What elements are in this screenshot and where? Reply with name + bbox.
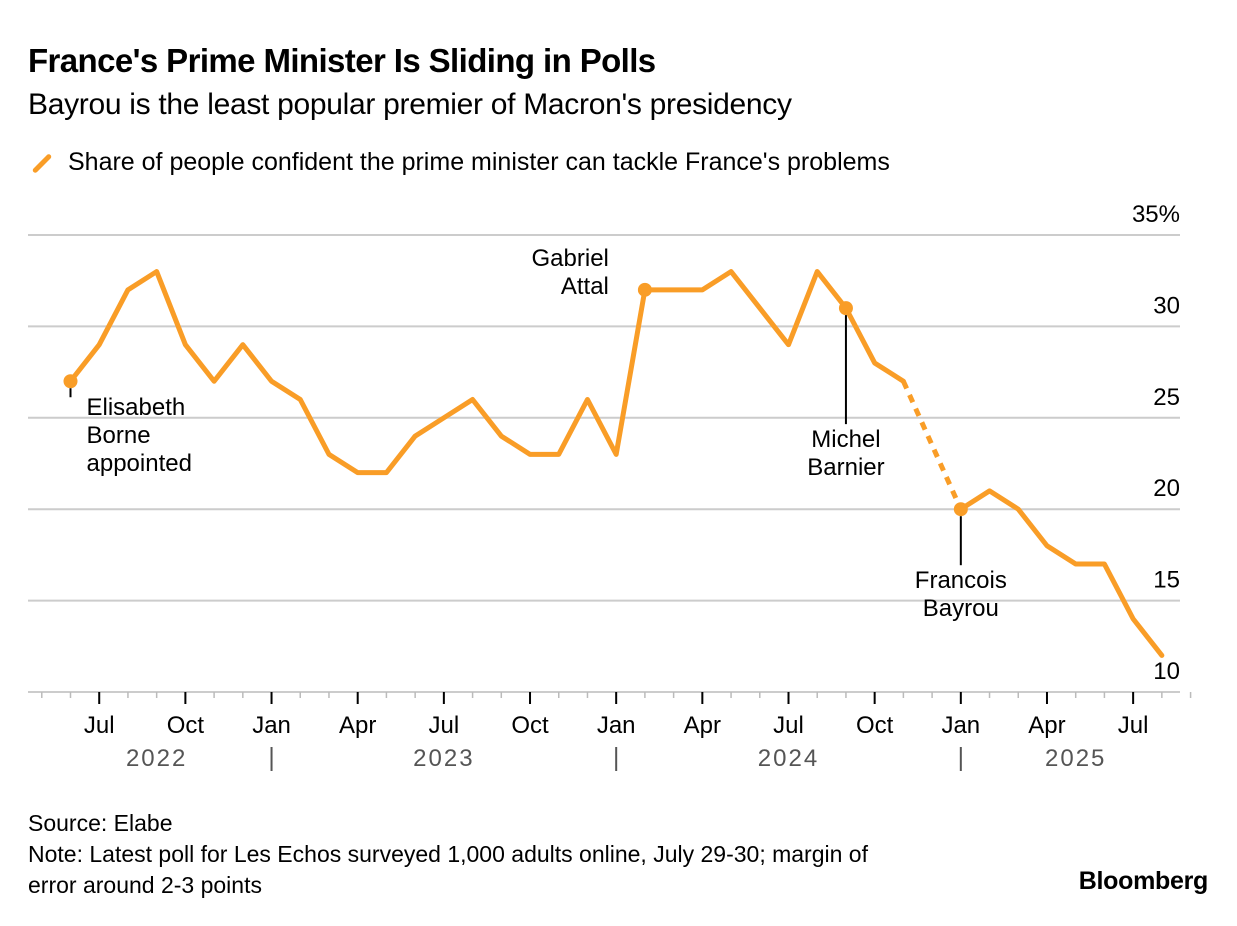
chart-subtitle: Bayrou is the least popular premier of M… [28,88,792,121]
y-tick-label: 10 [1153,658,1180,685]
y-tick-label: 25 [1153,384,1180,411]
x-tick-label: Jul [773,712,804,739]
y-tick-label: 20 [1153,475,1180,502]
chart-title: France's Prime Minister Is Sliding in Po… [28,42,656,79]
annotation-label: Michel [811,426,880,453]
legend-label: Share of people confident the prime mini… [68,148,890,176]
legend: Share of people confident the prime mini… [28,148,890,177]
note-line-2: error around 2-3 points [28,872,262,898]
annotation-marker [838,301,853,316]
annotation-label: Gabriel [532,245,609,272]
series-dashed-gap [901,380,964,511]
x-tick-label: Jul [1118,712,1149,739]
annotation-marker [953,502,968,517]
x-tick-label: Oct [167,712,205,739]
x-year-label: 2023 [413,745,474,772]
annotation-label: Elisabeth [87,394,186,421]
x-tick-label: Apr [684,712,721,739]
annotation-label: Bayrou [923,595,999,622]
annotation-label: Borne [87,422,151,449]
x-tick-label: Jul [84,712,115,739]
annotation-label: Francois [915,567,1007,594]
x-tick-label: Oct [856,712,894,739]
series-line [68,269,906,476]
annotation-label: Attal [561,273,609,300]
x-year-label: 2025 [1045,745,1106,772]
x-tick-label: Apr [1028,712,1065,739]
annotation-marker [637,282,652,297]
x-tick-label: Jan [941,712,980,739]
y-tick-label: 15 [1153,567,1180,594]
x-tick-label: Jul [429,712,460,739]
annotation-label: appointed [87,450,192,477]
note-line-1: Note: Latest poll for Les Echos surveyed… [28,841,868,867]
x-tick-label: Jan [597,712,636,739]
x-tick-label: Oct [511,712,549,739]
annotation-label: Barnier [807,454,884,481]
source-note: Source: Elabe [28,810,173,836]
annotation-marker [63,374,78,389]
y-tick-label: 35% [1132,201,1180,228]
footer: Source: Elabe Note: Latest poll for Les … [28,808,868,901]
x-year-label: 2024 [758,745,819,772]
series-line [958,488,1165,658]
x-tick-label: Apr [339,712,376,739]
y-tick-label: 30 [1153,292,1180,319]
bloomberg-logo: Bloomberg [1078,867,1209,895]
x-tick-label: Jan [252,712,291,739]
x-year-label: 2022 [126,745,187,772]
